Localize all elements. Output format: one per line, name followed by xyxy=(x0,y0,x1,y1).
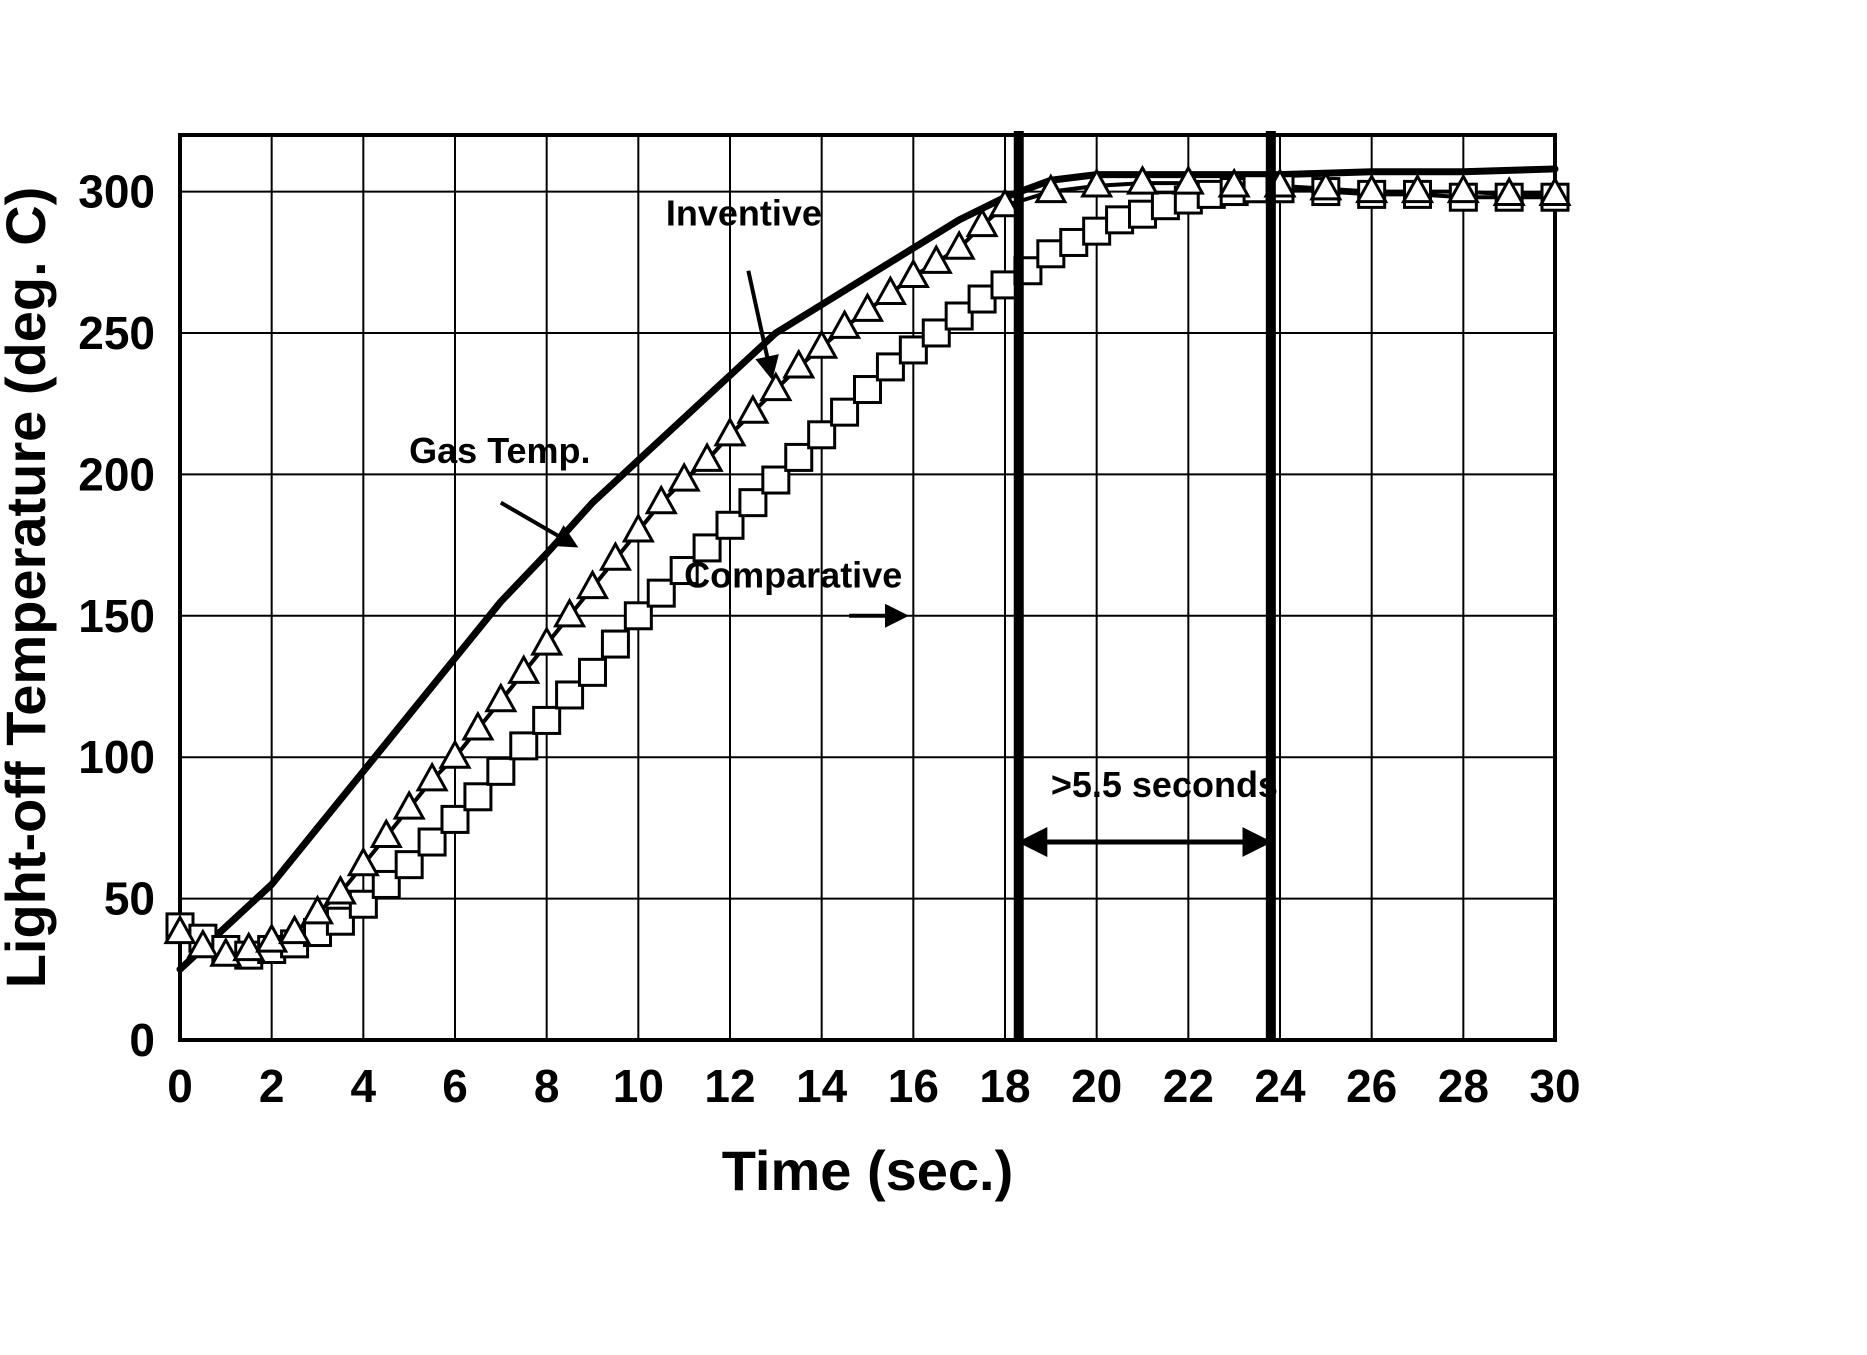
annot-gas-temp-label: Gas Temp. xyxy=(409,430,590,471)
x-tick-label: 20 xyxy=(1071,1060,1122,1112)
x-tick-label: 8 xyxy=(534,1060,560,1112)
x-tick-label: 10 xyxy=(613,1060,664,1112)
annot-interval-label: >5.5 seconds xyxy=(1051,764,1278,805)
x-tick-label: 14 xyxy=(796,1060,848,1112)
x-tick-label: 30 xyxy=(1529,1060,1580,1112)
chart-svg: 0246810121416182022242628300501001502002… xyxy=(0,0,1867,1355)
x-tick-label: 28 xyxy=(1438,1060,1489,1112)
y-axis-label: Light-off Temperature (deg. C) xyxy=(0,187,57,989)
x-axis-label: Time (sec.) xyxy=(722,1139,1014,1202)
x-tick-label: 4 xyxy=(351,1060,377,1112)
annot-comparative-label: Comparative xyxy=(684,555,902,596)
y-tick-label: 100 xyxy=(78,731,155,783)
y-tick-label: 200 xyxy=(78,448,155,500)
x-tick-label: 2 xyxy=(259,1060,285,1112)
x-tick-label: 6 xyxy=(442,1060,468,1112)
x-tick-label: 18 xyxy=(979,1060,1030,1112)
annot-inventive-label: Inventive xyxy=(666,193,822,234)
chart-figure: 0246810121416182022242628300501001502002… xyxy=(0,0,1867,1355)
x-tick-label: 12 xyxy=(704,1060,755,1112)
y-tick-label: 50 xyxy=(104,873,155,925)
x-tick-label: 24 xyxy=(1254,1060,1306,1112)
x-tick-label: 26 xyxy=(1346,1060,1397,1112)
y-tick-label: 250 xyxy=(78,307,155,359)
x-tick-label: 0 xyxy=(167,1060,193,1112)
y-tick-label: 300 xyxy=(78,166,155,218)
y-tick-label: 0 xyxy=(129,1014,155,1066)
x-tick-label: 22 xyxy=(1163,1060,1214,1112)
x-tick-label: 16 xyxy=(888,1060,939,1112)
y-tick-label: 150 xyxy=(78,590,155,642)
